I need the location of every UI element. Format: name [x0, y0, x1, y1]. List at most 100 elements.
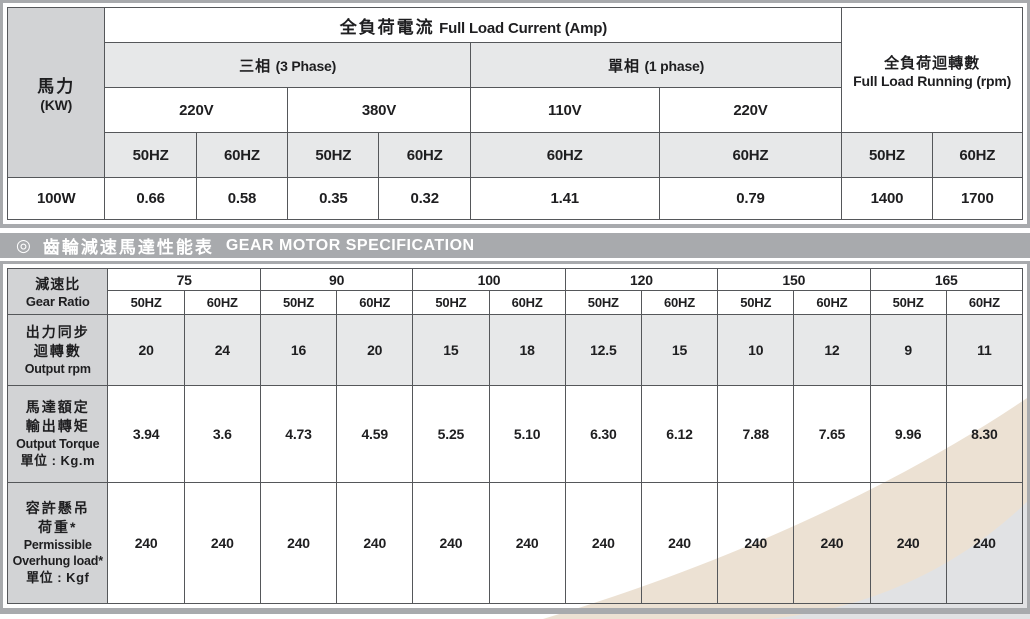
hz-header-cell: 50HZ — [107, 290, 185, 315]
row-label-line: Output rpm — [24, 361, 91, 376]
row-label-line: 出力同步 — [25, 323, 90, 340]
ratio-header-cell: 150 — [717, 268, 871, 291]
current-value-cell: 0.58 — [195, 177, 289, 220]
output-torque-value-cell: 8.30 — [945, 385, 1024, 483]
overhung-load-value-cell: 240 — [336, 482, 414, 604]
voltage-header-cell: 220V — [658, 87, 843, 133]
output-torque-value-cell: 6.12 — [640, 385, 719, 483]
hz-header-cell: 60HZ — [945, 290, 1024, 315]
voltage-header-cell: 220V — [104, 87, 289, 133]
hz-header-cell: 50HZ — [104, 132, 197, 178]
hz-header-cell: 50HZ — [287, 132, 380, 178]
output-torque-value-cell: 9.96 — [869, 385, 947, 483]
hz-header-cell: 50HZ — [717, 290, 795, 315]
output-rpm-value-cell: 15 — [640, 314, 719, 386]
ratio-header-cell: 120 — [564, 268, 719, 291]
section-title-en: GEAR MOTOR SPECIFICATION — [225, 236, 475, 254]
full-load-running-label-zh: 全負荷迴轉數 — [884, 54, 981, 72]
current-value-cell: 1.41 — [469, 177, 660, 220]
current-value-cell: 0.79 — [658, 177, 843, 220]
row-label-line: 迴轉數 — [33, 342, 82, 359]
full-load-current-table: 馬力 (KW) 全負荷電流 Full Load Current (Amp) 全負… — [6, 7, 1024, 220]
gear-ratio-header-cell: 減速比 Gear Ratio — [6, 268, 109, 315]
overhung-load-value-cell: 240 — [869, 482, 947, 604]
row-label-line: 荷重* — [38, 518, 78, 535]
hz-header-cell: 60HZ — [469, 132, 660, 178]
output-rpm-value-cell: 15 — [412, 314, 490, 386]
motor-power-label: 馬力 — [37, 77, 76, 96]
row-label-line: 單位 : Kg.m — [20, 453, 96, 469]
ratio-header-cell: 165 — [869, 268, 1024, 291]
hz-header-cell: 60HZ — [658, 132, 843, 178]
current-value-cell: 0.35 — [287, 177, 380, 220]
full-load-running-label-en: Full Load Running (rpm) — [853, 72, 1012, 89]
output-torque-value-cell: 7.88 — [717, 385, 795, 483]
output-rpm-value-cell: 16 — [259, 314, 338, 386]
output-torque-value-cell: 6.30 — [564, 385, 642, 483]
output-torque-value-cell: 4.73 — [259, 385, 338, 483]
full-load-current-table-frame: 馬力 (KW) 全負荷電流 Full Load Current (Amp) 全負… — [0, 0, 1030, 228]
hz-header-cell: 60HZ — [183, 290, 261, 315]
overhung-load-value-cell: 240 — [107, 482, 185, 604]
output-torque-value-cell: 3.6 — [183, 385, 261, 483]
hz-header-cell: 60HZ — [378, 132, 471, 178]
rpm-value-cell: 1700 — [931, 177, 1024, 220]
ratio-header-cell: 100 — [412, 268, 566, 291]
motor-power-header-cell: 馬力 (KW) — [6, 7, 106, 178]
overhung-load-value-cell: 240 — [488, 482, 566, 604]
hz-header-cell: 60HZ — [793, 290, 871, 315]
output-rpm-value-cell: 20 — [336, 314, 414, 386]
voltage-header-cell: 110V — [469, 87, 660, 133]
three-phase-label-zh: 三相 — [239, 57, 272, 75]
rpm-value-cell: 1400 — [841, 177, 933, 220]
overhung-load-value-cell: 240 — [717, 482, 795, 604]
output-torque-value-cell: 5.10 — [488, 385, 566, 483]
output-rpm-value-cell: 9 — [869, 314, 947, 386]
output-rpm-value-cell: 18 — [488, 314, 566, 386]
full-load-running-header-cell: 全負荷迴轉數 Full Load Running (rpm) — [841, 7, 1023, 133]
single-phase-label-en: (1 phase) — [644, 57, 705, 74]
hz-header-cell: 60HZ — [931, 132, 1024, 178]
hz-header-cell: 50HZ — [412, 290, 490, 315]
overhung-load-value-cell: 240 — [183, 482, 261, 604]
single-phase-label-zh: 單相 — [607, 57, 640, 75]
single-phase-header-cell: 單相 (1 phase) — [469, 42, 843, 88]
hz-header-cell: 50HZ — [564, 290, 642, 315]
overhung-load-value-cell: 240 — [259, 482, 338, 604]
overhung-load-value-cell: 240 — [793, 482, 871, 604]
output-rpm-value-cell: 10 — [717, 314, 795, 386]
hz-header-cell: 60HZ — [195, 132, 289, 178]
hz-header-cell: 60HZ — [336, 290, 414, 315]
gear-motor-spec-table: 減速比 Gear Ratio 75 90 100 120 150 165 50H… — [6, 268, 1024, 604]
gear-ratio-label-zh: 減速比 — [35, 276, 81, 292]
section-title-bar: ◎ 齒輪減速馬達性能表 GEAR MOTOR SPECIFICATION — [0, 233, 1030, 258]
output-torque-value-cell: 5.25 — [412, 385, 490, 483]
gear-ratio-label-en: Gear Ratio — [25, 294, 90, 309]
overhung-load-label-cell: 容許懸吊 荷重* Permissible Overhung load* 單位 :… — [6, 482, 109, 604]
current-value-cell: 0.66 — [104, 177, 197, 220]
hz-header-cell: 50HZ — [869, 290, 947, 315]
row-label-line: 容許懸吊 — [25, 500, 90, 517]
row-label-line: Output Torque — [16, 436, 100, 451]
ratio-header-cell: 90 — [259, 268, 414, 291]
current-value-cell: 0.32 — [378, 177, 471, 220]
full-load-current-label-en: Full Load Current (Amp) — [439, 19, 608, 37]
hz-header-cell: 50HZ — [259, 290, 338, 315]
hz-header-cell: 60HZ — [640, 290, 719, 315]
output-rpm-value-cell: 11 — [945, 314, 1024, 386]
three-phase-header-cell: 三相 (3 Phase) — [104, 42, 471, 88]
motor-power-value-cell: 100W — [6, 177, 106, 220]
output-rpm-value-cell: 12 — [793, 314, 871, 386]
row-label-line: Permissible — [23, 537, 92, 552]
hz-header-cell: 50HZ — [841, 132, 933, 178]
output-torque-value-cell: 4.59 — [336, 385, 414, 483]
output-torque-value-cell: 3.94 — [107, 385, 185, 483]
full-load-current-label-zh: 全負荷電流 — [339, 17, 435, 37]
output-torque-value-cell: 7.65 — [793, 385, 871, 483]
hz-header-cell: 60HZ — [488, 290, 566, 315]
overhung-load-value-cell: 240 — [945, 482, 1024, 604]
overhung-load-value-cell: 240 — [640, 482, 719, 604]
ratio-header-cell: 75 — [107, 268, 261, 291]
output-rpm-label-cell: 出力同步 迴轉數 Output rpm — [6, 314, 109, 386]
